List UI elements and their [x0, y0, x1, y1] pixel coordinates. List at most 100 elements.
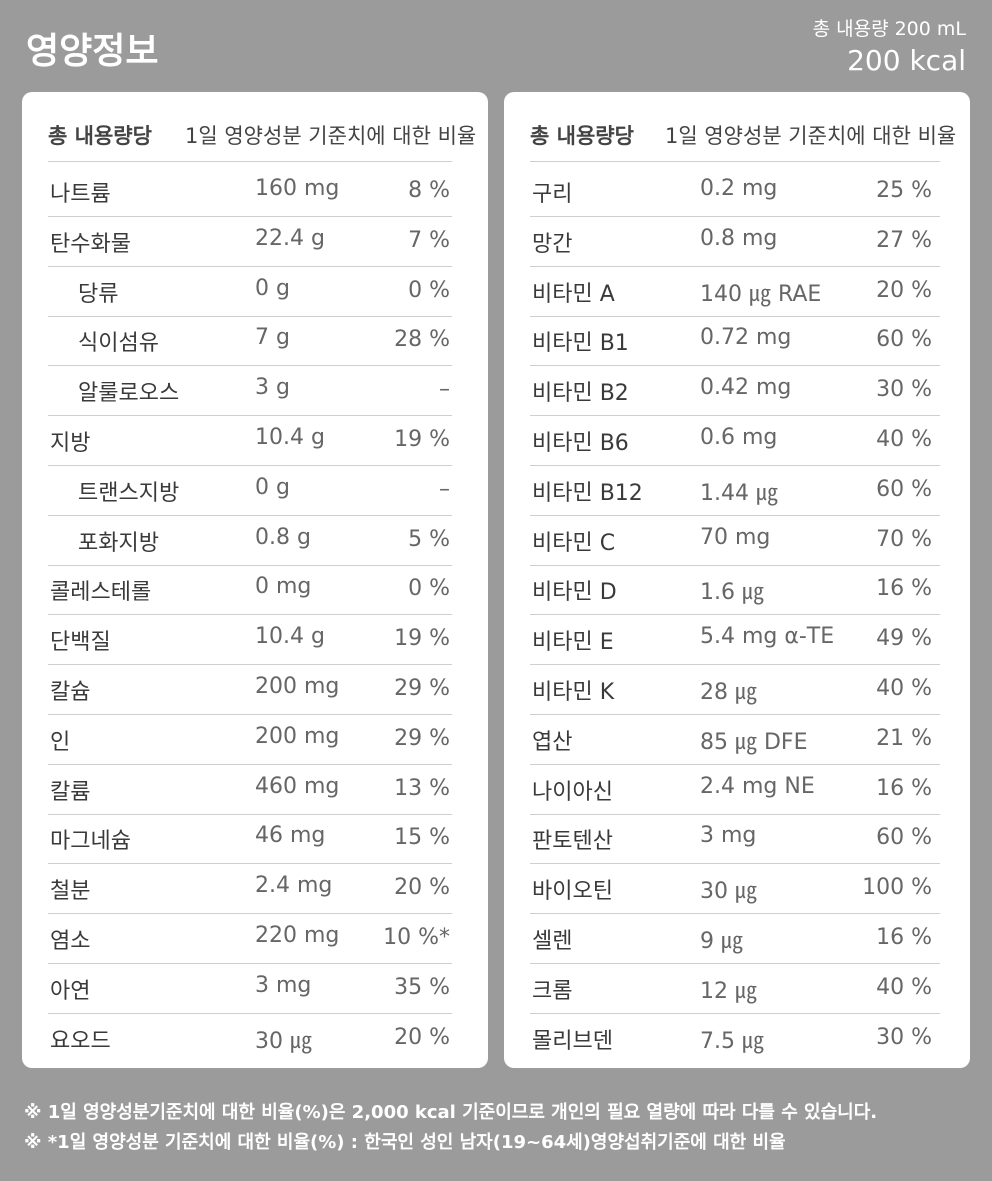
- separator: [530, 161, 940, 162]
- amount: 0.8 mg: [700, 225, 778, 251]
- nutrient-name: 마그네슘: [50, 829, 131, 855]
- kcal: 200 kcal: [847, 44, 966, 77]
- amount: 160 mg: [255, 176, 340, 201]
- nutrient-name: 셀렌: [532, 929, 573, 954]
- separator: [530, 415, 940, 417]
- percent: 8 %: [408, 178, 450, 203]
- nutrient-name: 망간: [532, 231, 573, 257]
- amount: 3 mg: [700, 823, 757, 849]
- footnote: ※ *1일 영양성분 기준치에 대한 비율(%) : 한국인 성인 남자(19~…: [24, 1132, 786, 1153]
- left-panel: [22, 92, 488, 1068]
- separator: [530, 614, 940, 616]
- percent: 20 %: [394, 1024, 450, 1050]
- nutrient-name: 구리: [532, 182, 573, 207]
- column-header: 총 내용량당: [48, 124, 152, 148]
- amount: 2.4 mg: [255, 873, 333, 899]
- column-header: 1일 영양성분 기준치에 대한 비율: [665, 124, 957, 148]
- separator: [530, 913, 940, 915]
- separator: [48, 216, 452, 217]
- separator: [530, 863, 940, 865]
- percent: –: [439, 377, 450, 403]
- percent: –: [439, 476, 450, 502]
- nutrient-name: 인: [50, 729, 71, 755]
- percent: 100 %: [862, 875, 932, 901]
- percent: 30 %: [876, 1024, 932, 1050]
- separator: [48, 161, 452, 162]
- right-panel: [504, 92, 970, 1068]
- amount: 0.42 mg: [700, 375, 792, 401]
- separator: [530, 664, 940, 666]
- percent: 20 %: [394, 875, 450, 901]
- percent: 29 %: [394, 725, 450, 751]
- percent: 13 %: [394, 775, 450, 801]
- separator: [48, 564, 452, 566]
- separator: [530, 564, 940, 566]
- nutrient-name: 지방: [50, 431, 91, 456]
- amount: 28 ㎍: [700, 680, 757, 705]
- percent: 29 %: [394, 676, 450, 701]
- amount: 3 mg: [255, 972, 312, 998]
- nutrient-name: 나이아신: [532, 779, 613, 805]
- footnote: ※ 1일 영양성분기준치에 대한 비율(%)은 2,000 kcal 기준이므로…: [24, 1102, 878, 1123]
- amount: 200 mg: [255, 723, 340, 749]
- separator: [48, 714, 452, 715]
- percent: 5 %: [408, 526, 450, 552]
- separator: [48, 1012, 452, 1014]
- separator: [48, 763, 452, 765]
- percent: 0 %: [408, 277, 450, 303]
- separator: [48, 315, 452, 317]
- separator: [48, 265, 452, 267]
- separator: [530, 763, 940, 765]
- percent: 35 %: [394, 974, 450, 1000]
- percent: 19 %: [394, 626, 450, 652]
- percent: 7 %: [408, 227, 450, 253]
- separator: [530, 265, 940, 267]
- amount: 0 mg: [255, 574, 312, 600]
- separator: [530, 315, 940, 317]
- separator: [48, 415, 452, 417]
- nutrient-name: 비타민 B6: [532, 431, 629, 456]
- amount: 30 ㎍: [255, 1028, 312, 1054]
- amount: 0 g: [255, 474, 290, 500]
- title: 영양정보: [26, 31, 159, 72]
- nutrient-name: 나트륨: [50, 182, 111, 207]
- nutrient-name: 알룰로오스: [78, 381, 180, 407]
- amount: 7.5 ㎍: [700, 1028, 764, 1054]
- separator: [48, 863, 452, 865]
- amount: 7 g: [255, 325, 290, 351]
- nutrient-name: 크롬: [532, 978, 573, 1004]
- separator: [48, 913, 452, 915]
- nutrient-name: 비타민 K: [532, 680, 615, 705]
- amount: 1.44 ㎍: [700, 480, 778, 506]
- nutrient-name: 비타민 C: [532, 530, 616, 556]
- separator: [530, 963, 940, 964]
- nutrient-name: 포화지방: [78, 530, 159, 556]
- nutrient-name: 단백질: [50, 630, 111, 656]
- amount: 10.4 g: [255, 624, 325, 650]
- nutrient-name: 당류: [78, 281, 119, 307]
- amount: 85 ㎍ DFE: [700, 729, 808, 755]
- nutrient-name: 트랜스지방: [78, 480, 180, 506]
- separator: [530, 365, 940, 367]
- percent: 40 %: [876, 427, 932, 452]
- amount: 0.8 g: [255, 524, 311, 550]
- percent: 20 %: [876, 277, 932, 303]
- separator: [48, 614, 452, 616]
- amount: 140 ㎍ RAE: [700, 281, 822, 307]
- amount: 70 mg: [700, 524, 771, 550]
- separator: [48, 963, 452, 964]
- amount: 0.72 mg: [700, 325, 792, 351]
- amount: 9 ㎍: [700, 929, 743, 954]
- nutrient-name: 판토텐산: [532, 829, 613, 855]
- amount: 0.2 mg: [700, 176, 778, 201]
- nutrient-name: 칼륨: [50, 779, 91, 805]
- amount: 30 ㎍: [700, 879, 757, 905]
- percent: 16 %: [876, 576, 932, 602]
- amount: 1.6 ㎍: [700, 580, 764, 606]
- percent: 16 %: [876, 925, 932, 950]
- percent: 21 %: [876, 725, 932, 751]
- nutrient-name: 바이오틴: [532, 879, 613, 905]
- amount: 22.4 g: [255, 225, 325, 251]
- total: 총 내용량 200 mL: [812, 18, 966, 40]
